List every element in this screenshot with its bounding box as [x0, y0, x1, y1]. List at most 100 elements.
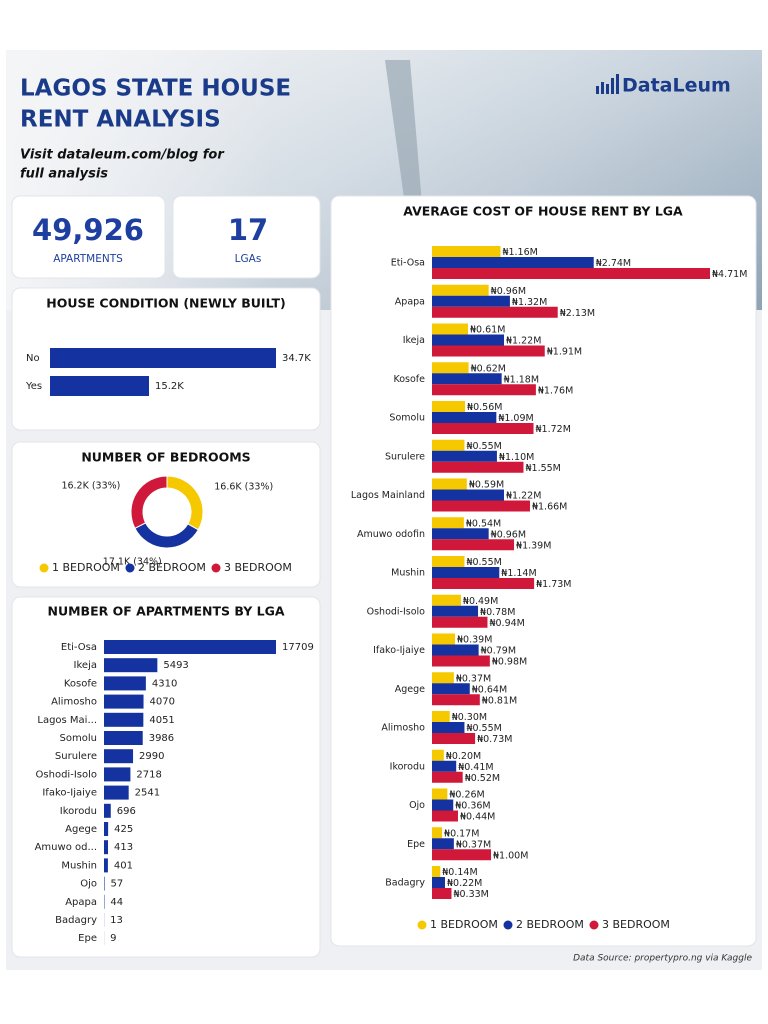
y-tick-label: Badagry [385, 878, 425, 889]
y-tick-label: Surulere [385, 451, 425, 462]
bar [50, 348, 276, 368]
data-label: 2990 [139, 751, 164, 762]
bar [432, 246, 501, 257]
bar [432, 672, 454, 684]
y-tick-label: Ikeja [403, 335, 425, 346]
bar [432, 556, 465, 567]
legend-label: 2 BEDROOM [138, 561, 206, 574]
y-tick-label: Lagos Mainland [351, 490, 425, 501]
brand-icon [596, 74, 619, 94]
y-tick-label: Ojo [80, 879, 97, 890]
data-label: ₦1.10M [499, 452, 534, 463]
y-tick-label: Ifako-Ijaiye [373, 645, 425, 656]
legend-label: 3 BEDROOM [224, 561, 292, 574]
data-label: ₦1.55M [525, 463, 560, 474]
data-label: ₦1.14M [501, 568, 536, 579]
bar [104, 731, 143, 745]
bar [432, 500, 530, 512]
y-tick-label: Mushin [61, 860, 97, 871]
visit-text: full analysis [20, 167, 108, 182]
bar [50, 376, 149, 396]
y-tick-label: Oshodi-Isolo [367, 606, 426, 617]
data-label: 4310 [152, 678, 177, 689]
data-label: ₦0.78M [480, 607, 515, 618]
bar [432, 567, 500, 578]
y-tick-label: Kosofe [393, 374, 425, 385]
bar [432, 323, 469, 335]
y-tick-label: Alimosho [51, 697, 97, 708]
bar [104, 767, 131, 782]
data-label: ₦0.55M [466, 557, 501, 568]
panel [11, 596, 321, 958]
data-label: ₦0.26M [449, 790, 484, 801]
brand: DataLeum [622, 75, 731, 97]
bar [104, 803, 111, 818]
bar [432, 616, 488, 628]
chart-title: NUMBER OF APARTMENTS BY LGA [47, 604, 284, 619]
data-label: ₦1.73M [536, 579, 571, 590]
bar [432, 810, 458, 822]
bar [104, 858, 108, 873]
data-label: 17709 [282, 642, 314, 653]
data-label: ₦0.36M [455, 801, 490, 812]
bar [432, 788, 448, 800]
bar [432, 799, 454, 811]
y-tick-label: Badagry [55, 915, 97, 926]
bar [432, 345, 545, 357]
y-tick-label: Kosofe [64, 678, 97, 689]
bar [432, 849, 492, 861]
data-label: 5493 [163, 660, 188, 671]
data-label: ₦2.74M [596, 258, 631, 269]
bar [432, 633, 456, 645]
legend-swatch [211, 563, 221, 573]
bar [432, 683, 470, 695]
legend-swatch [589, 920, 599, 930]
y-tick-label: Ifako-Ijaiye [42, 788, 97, 799]
data-label: ₦0.55M [466, 441, 501, 452]
title-line: RENT ANALYSIS [20, 107, 221, 133]
data-label: ₦1.91M [547, 347, 582, 358]
bar [104, 840, 109, 855]
bar [104, 785, 129, 800]
y-tick-label: No [26, 353, 40, 364]
data-label: ₦1.32M [512, 297, 547, 308]
bar [432, 412, 497, 423]
bar [104, 749, 134, 764]
data-label: ₦0.20M [446, 751, 481, 762]
bar [432, 461, 524, 473]
y-tick-label: Amuwo od... [35, 842, 97, 853]
data-label: 16.2K (33%) [61, 480, 120, 491]
bar [432, 284, 489, 296]
data-label: ₦0.56M [467, 402, 502, 413]
bar [432, 760, 457, 772]
bar [432, 450, 497, 462]
data-label: ₦0.54M [466, 518, 501, 529]
data-label: 44 [110, 897, 123, 908]
data-label: ₦1.76M [538, 385, 573, 396]
y-tick-label: Somolu [389, 413, 425, 424]
y-tick-label: Eti-Osa [61, 642, 97, 653]
data-label: ₦0.39M [457, 635, 492, 646]
bar [432, 306, 558, 318]
data-label: ₦1.18M [504, 374, 539, 385]
chart-title: AVERAGE COST OF HOUSE RENT BY LGA [403, 204, 683, 219]
bar [432, 827, 443, 839]
legend-swatch [125, 563, 135, 573]
data-label: 401 [114, 860, 133, 871]
chart-title: NUMBER OF BEDROOMS [81, 450, 250, 465]
data-label: ₦1.09M [498, 413, 533, 424]
data-label: 4051 [149, 715, 174, 726]
bar [432, 838, 454, 850]
kpi-value: 17 [228, 213, 268, 247]
data-label: ₦0.33M [453, 889, 488, 900]
y-tick-label: Somolu [60, 733, 97, 744]
bar [104, 676, 146, 691]
data-label: 413 [114, 842, 133, 853]
bar [104, 712, 144, 727]
bar [432, 578, 535, 589]
data-label: 425 [114, 824, 133, 835]
data-label: ₦1.22M [506, 336, 541, 347]
title-line: LAGOS STATE HOUSE [20, 76, 291, 102]
bar [432, 749, 444, 761]
